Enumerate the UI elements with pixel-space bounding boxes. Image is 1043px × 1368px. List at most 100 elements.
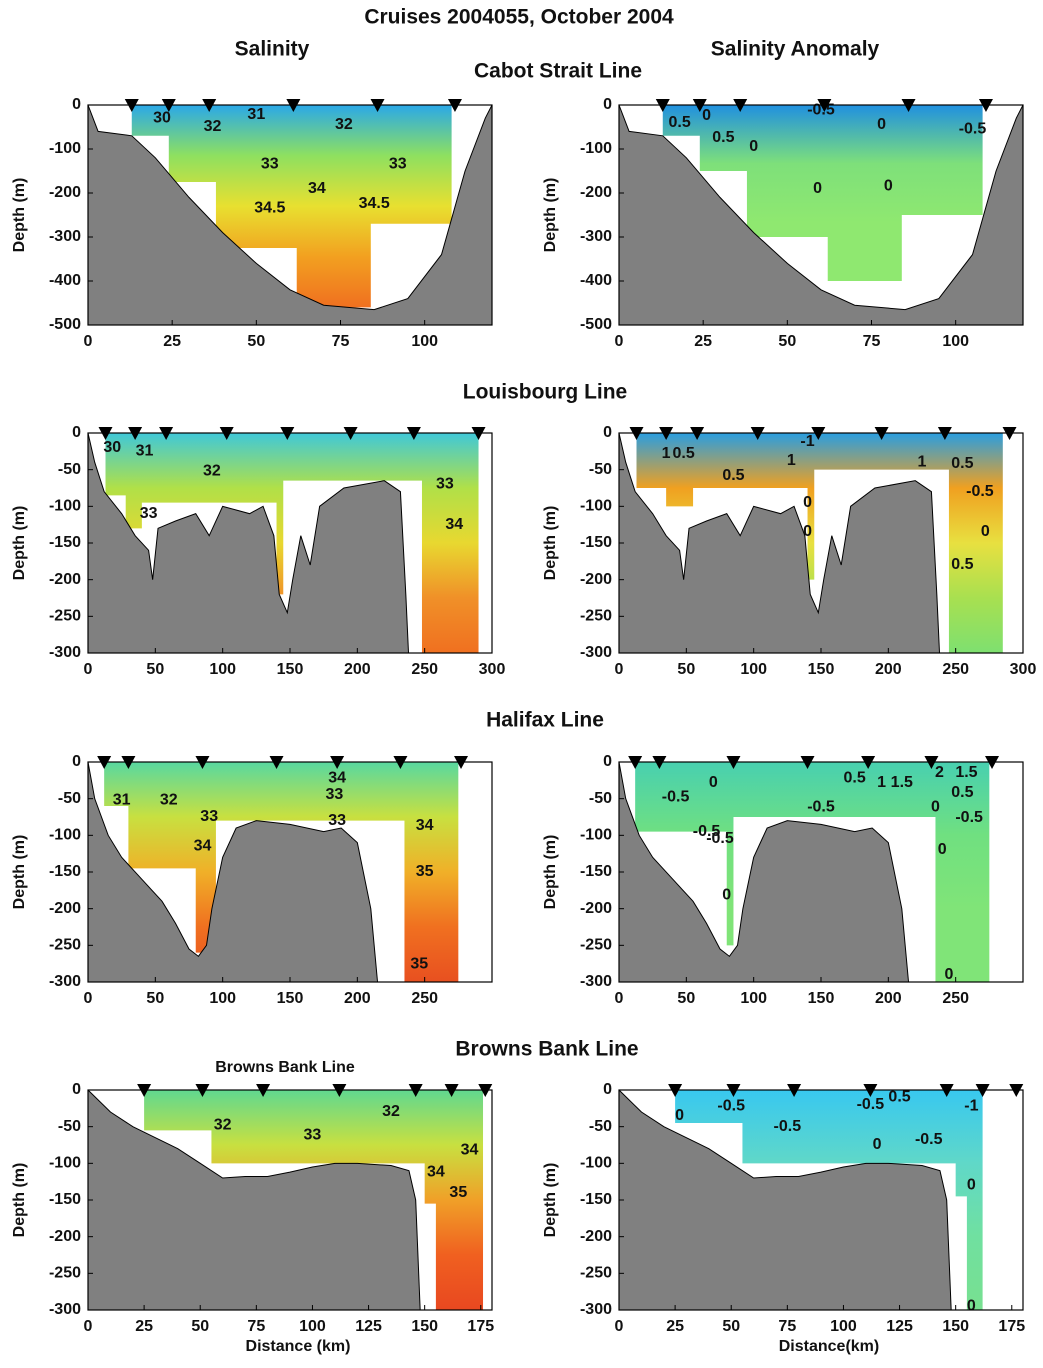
y-tick-label: -200 xyxy=(49,900,81,917)
contour-label: 33 xyxy=(389,156,407,173)
station-marker xyxy=(629,427,644,440)
data-field xyxy=(104,762,459,982)
station-marker xyxy=(655,99,670,112)
station-marker xyxy=(202,99,217,112)
contour-label: 34 xyxy=(427,1163,445,1180)
station-marker xyxy=(975,1084,990,1097)
x-tick-label: 50 xyxy=(677,990,695,1007)
y-axis-label: Depth (m) xyxy=(542,506,559,581)
y-tick-label: -150 xyxy=(49,863,81,880)
y-axis-label: Depth (m) xyxy=(11,1163,28,1238)
station-marker xyxy=(330,756,345,769)
x-tick-label: 100 xyxy=(740,990,767,1007)
y-tick-label: -150 xyxy=(580,1191,612,1208)
x-tick-label: 300 xyxy=(1010,661,1037,678)
contour-label: 1.5 xyxy=(891,774,913,791)
y-axis-label: Depth (m) xyxy=(542,1163,559,1238)
y-tick-label: -300 xyxy=(580,973,612,990)
y-axis-label: Depth (m) xyxy=(11,178,28,253)
station-marker xyxy=(343,427,358,440)
y-tick-label: 0 xyxy=(72,424,81,441)
contour-label: 0 xyxy=(803,494,812,511)
station-marker xyxy=(137,1084,152,1097)
section-title: Louisbourg Line xyxy=(463,381,627,404)
y-tick-label: 0 xyxy=(603,753,612,770)
contour-label: 1 xyxy=(662,445,671,462)
y-tick-label: -50 xyxy=(58,461,81,478)
y-tick-label: -200 xyxy=(49,184,81,201)
contour-label: 30 xyxy=(103,439,121,456)
x-tick-label: 250 xyxy=(942,661,969,678)
data-field xyxy=(131,105,452,308)
data-field xyxy=(635,762,990,982)
y-tick-label: -500 xyxy=(580,316,612,333)
bathymetry xyxy=(88,762,378,982)
y-tick-label: -300 xyxy=(580,1301,612,1318)
y-tick-label: -300 xyxy=(580,228,612,245)
x-tick-label: 250 xyxy=(411,661,438,678)
y-tick-label: -250 xyxy=(580,608,612,625)
y-axis-label: Depth (m) xyxy=(11,835,28,910)
contour-label: 0.5 xyxy=(888,1089,910,1106)
contour-label: 0 xyxy=(702,107,711,124)
data-field xyxy=(636,433,1003,653)
station-marker xyxy=(128,427,143,440)
contour-label: 0 xyxy=(981,523,990,540)
panel xyxy=(619,762,990,982)
station-marker xyxy=(978,99,993,112)
contour-label: 32 xyxy=(204,118,222,135)
x-tick-label: 50 xyxy=(191,1318,209,1335)
panel xyxy=(88,105,492,325)
y-tick-label: -200 xyxy=(580,900,612,917)
y-tick-label: -150 xyxy=(580,534,612,551)
y-tick-label: -50 xyxy=(589,1118,612,1135)
panel xyxy=(619,105,1023,325)
x-tick-label: 200 xyxy=(344,661,371,678)
panel xyxy=(88,433,479,653)
station-marker xyxy=(98,427,113,440)
contour-label: 33 xyxy=(328,812,346,829)
contour-label: 33 xyxy=(326,786,344,803)
contour-label: 31 xyxy=(136,443,154,460)
contour-label: 35 xyxy=(416,863,434,880)
x-tick-label: 50 xyxy=(146,990,164,1007)
bathymetry-outline xyxy=(88,762,379,982)
x-tick-label: 125 xyxy=(886,1318,913,1335)
y-tick-label: -300 xyxy=(49,1301,81,1318)
contour-label: 0.5 xyxy=(722,467,744,484)
panel xyxy=(619,433,1003,653)
contour-label: 34 xyxy=(328,769,346,786)
section-title: Halifax Line xyxy=(486,709,604,732)
station-marker xyxy=(628,756,643,769)
y-tick-label: -100 xyxy=(580,827,612,844)
contour-label: -1 xyxy=(964,1097,978,1114)
station-marker xyxy=(393,756,408,769)
bathymetry xyxy=(88,433,409,653)
x-tick-label: 100 xyxy=(209,990,236,1007)
x-tick-label: 25 xyxy=(135,1318,153,1335)
contour-label: 34 xyxy=(416,817,434,834)
station-marker xyxy=(939,1084,954,1097)
contour-label: 35 xyxy=(410,956,428,973)
station-marker xyxy=(800,756,815,769)
y-tick-label: -300 xyxy=(49,644,81,661)
y-axis-label: Depth (m) xyxy=(542,835,559,910)
contour-label: 0.5 xyxy=(951,784,973,801)
x-tick-label: 50 xyxy=(722,1318,740,1335)
y-tick-label: 0 xyxy=(72,753,81,770)
y-tick-label: 0 xyxy=(72,96,81,113)
bathymetry-outline xyxy=(619,1090,952,1310)
station-marker xyxy=(286,99,301,112)
y-tick-label: -50 xyxy=(589,790,612,807)
panel xyxy=(619,1090,983,1310)
contour-label: 0 xyxy=(803,523,812,540)
y-tick-label: 0 xyxy=(603,424,612,441)
station-marker xyxy=(733,99,748,112)
y-tick-label: -100 xyxy=(49,1155,81,1172)
station-marker xyxy=(861,756,876,769)
x-axis-label: Distance (km) xyxy=(246,1338,351,1355)
station-marker xyxy=(161,99,176,112)
contour-label: 31 xyxy=(113,791,131,808)
x-tick-label: 100 xyxy=(830,1318,857,1335)
